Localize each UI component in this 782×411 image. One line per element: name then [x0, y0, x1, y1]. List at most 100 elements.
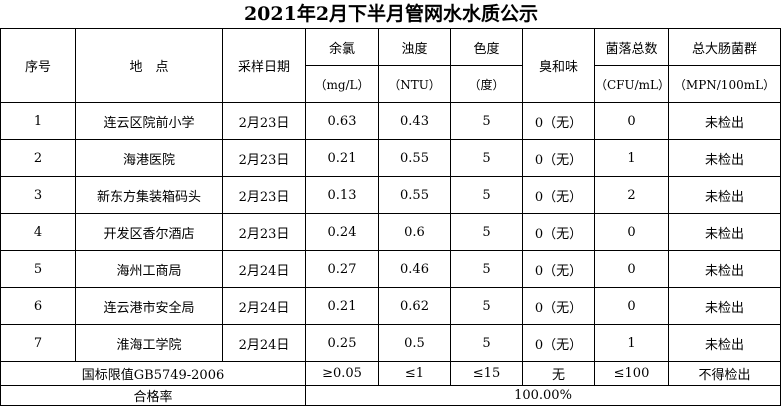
header-unit: （NTU） [378, 65, 451, 103]
cell: 4 [0, 213, 76, 251]
cell: 2月23日 [222, 176, 306, 214]
cell: 0（无） [522, 176, 595, 214]
cell: 0.55 [378, 176, 451, 214]
cell: 0 [594, 213, 669, 251]
cell: 3 [0, 176, 76, 214]
header-unit: （度） [450, 65, 523, 103]
cell: 5 [450, 250, 523, 288]
header-cell: 地 点 [75, 28, 223, 103]
cell: 海港医院 [75, 139, 223, 177]
cell: 未检出 [668, 102, 781, 140]
limit-cell: ≤100 [594, 361, 669, 386]
header-row: 序号地 点采样日期 余氯 浊度 色度 臭和味 菌落总数 总大肠菌群 [0, 28, 781, 103]
cell: 0.25 [305, 324, 379, 362]
cell: 6 [0, 287, 76, 325]
cell: 0.13 [305, 176, 379, 214]
cell: 0 [594, 250, 669, 288]
cell: 新东方集装箱码头 [75, 176, 223, 214]
cell: 未检出 [668, 324, 781, 362]
header-unit-row: （mg/L） （NTU） （度） （CFU/mL） （MPN/100mL） [1, 65, 781, 103]
cell: 0.46 [378, 250, 451, 288]
data-row: 7 淮海工学院 2月24日 0.25 0.5 5 0（无） 1 未检出 [0, 324, 781, 362]
cell: 0 [594, 102, 669, 140]
cell: 0（无） [522, 102, 595, 140]
cell: 未检出 [668, 287, 781, 325]
cell: 0 [594, 287, 669, 325]
cell: 0.21 [305, 287, 379, 325]
cell: 0.63 [305, 102, 379, 140]
data-row: 2 海港医院 2月23日 0.21 0.55 5 0（无） 1 未检出 [0, 139, 781, 177]
cell: 淮海工学院 [75, 324, 223, 362]
cell: 0.55 [378, 139, 451, 177]
header-cell: 采样日期 [222, 28, 306, 103]
cell: 0（无） [522, 213, 595, 251]
cell: 2月23日 [222, 102, 306, 140]
cell: 0.21 [305, 139, 379, 177]
limit-cell: ≤15 [450, 361, 523, 386]
header-cell: 序号 [0, 28, 76, 103]
header-cell: 臭和味 [522, 28, 595, 103]
cell: 未检出 [668, 250, 781, 288]
cell: 2 [0, 139, 76, 177]
cell: 5 [450, 287, 523, 325]
cell: 5 [450, 102, 523, 140]
cell: 2月24日 [222, 324, 306, 362]
cell: 1 [594, 139, 669, 177]
cell: 海州工商局 [75, 250, 223, 288]
header-unit: （mg/L） [305, 65, 379, 103]
cell: 1 [0, 102, 76, 140]
data-row: 3 新东方集装箱码头 2月23日 0.13 0.55 5 0（无） 2 未检出 [0, 176, 781, 214]
cell: 0.5 [378, 324, 451, 362]
cell: 0（无） [522, 324, 595, 362]
limits-row: 国标限值GB5749-2006 ≥0.05 ≤1 ≤15 无 ≤100 不得检出 [0, 361, 781, 386]
title: 2021年2月下半月管网水水质公示 [243, 3, 539, 25]
cell: 未检出 [668, 139, 781, 177]
cell: 连云区院前小学 [75, 102, 223, 140]
pass-rate-label: 合格率 [0, 385, 306, 406]
cell: 未检出 [668, 176, 781, 214]
cell: 2 [594, 176, 669, 214]
cell: 0.24 [305, 213, 379, 251]
data-row: 1 连云区院前小学 2月23日 0.63 0.43 5 0（无） 0 未检出 [0, 102, 781, 140]
cell: 0（无） [522, 139, 595, 177]
header-unit: （CFU/mL） [594, 65, 669, 103]
cell: 1 [594, 324, 669, 362]
data-row: 4 开发区香尔酒店 2月23日 0.24 0.6 5 0（无） 0 未检出 [0, 213, 781, 251]
pass-rate-row: 合格率 100.00% [0, 385, 781, 406]
cell: 5 [450, 139, 523, 177]
limit-cell: ≤1 [378, 361, 451, 386]
cell: 2月24日 [222, 250, 306, 288]
header-cell: 浊度 [378, 28, 451, 66]
cell: 0.43 [378, 102, 451, 140]
data-row: 5 海州工商局 2月24日 0.27 0.46 5 0（无） 0 未检出 [0, 250, 781, 288]
data-row: 6 连云港市安全局 2月24日 0.21 0.62 5 0（无） 0 未检出 [0, 287, 781, 325]
cell: 0.62 [378, 287, 451, 325]
limit-cell: 无 [522, 361, 595, 386]
header-cell: 菌落总数 [594, 28, 669, 66]
limits-label: 国标限值GB5749-2006 [0, 361, 306, 386]
cell: 开发区香尔酒店 [75, 213, 223, 251]
header-cell: 色度 [450, 28, 523, 66]
cell: 2月23日 [222, 139, 306, 177]
cell: 5 [450, 213, 523, 251]
cell: 0（无） [522, 287, 595, 325]
cell: 连云港市安全局 [75, 287, 223, 325]
header-cell: 总大肠菌群 [668, 28, 781, 66]
cell: 5 [450, 324, 523, 362]
header-cell: 余氯 [305, 28, 379, 66]
water-quality-table: 序号地 点采样日期 余氯 浊度 色度 臭和味 菌落总数 总大肠菌群 （mg/L） （NTU） （度… [0, 28, 781, 406]
cell: 7 [0, 324, 76, 362]
cell: 未检出 [668, 213, 781, 251]
cell: 5 [450, 176, 523, 214]
cell: 2月23日 [222, 213, 306, 251]
cell: 2月24日 [222, 287, 306, 325]
limit-cell: ≥0.05 [305, 361, 379, 386]
limit-cell: 不得检出 [668, 361, 781, 386]
pass-rate-value: 100.00% [305, 385, 781, 406]
cell: 5 [0, 250, 76, 288]
cell: 0.27 [305, 250, 379, 288]
cell: 0（无） [522, 250, 595, 288]
header-unit: （MPN/100mL） [668, 65, 781, 103]
cell: 0.6 [378, 213, 451, 251]
